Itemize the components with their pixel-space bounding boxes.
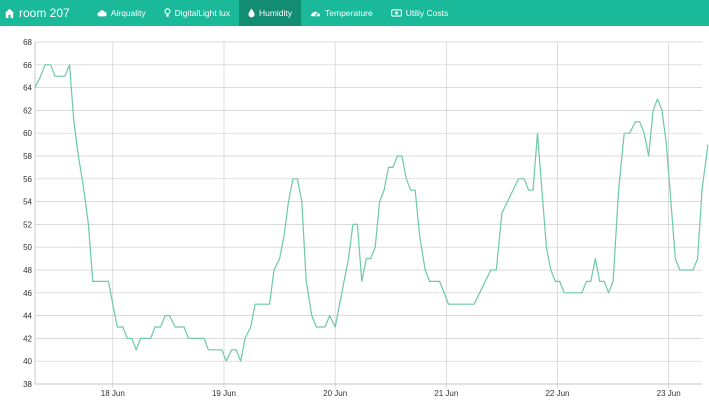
y-tick-label: 68 — [23, 38, 32, 47]
y-tick-label: 52 — [23, 220, 32, 229]
tab-utility-costs-label: Utiliy Costs — [405, 8, 449, 18]
x-tick-label: 19 Jun — [212, 389, 236, 398]
x-tick-label: 21 Jun — [434, 389, 458, 398]
y-tick-label: 42 — [23, 334, 32, 343]
home-icon — [4, 8, 15, 19]
y-tick-label: 48 — [23, 266, 32, 275]
tab-utility-costs[interactable]: Utiliy Costs — [382, 0, 458, 26]
y-tick-label: 66 — [23, 61, 32, 70]
y-tick-label: 60 — [23, 129, 32, 138]
droplet-icon — [248, 8, 255, 18]
y-tick-label: 62 — [23, 106, 32, 115]
y-tick-label: 50 — [23, 243, 32, 252]
humidity-chart: 38 40 42 44 46 48 50 52 54 56 58 60 62 64 66 68 18 Jun 19… — [0, 26, 709, 400]
x-tick-label: 18 Jun — [101, 389, 125, 398]
nav-tabs: Airquality DigitalLight lux Humidity — [88, 0, 458, 26]
tab-temperature[interactable]: Temperature — [301, 0, 382, 26]
humidity-line-chart: 38 40 42 44 46 48 50 52 54 56 58 60 62 64 66 68 18 Jun 19… — [23, 38, 709, 398]
x-tick-label: 22 Jun — [545, 389, 569, 398]
tab-humidity-label: Humidity — [258, 8, 293, 18]
y-tick-label: 56 — [23, 175, 32, 184]
x-tick-label: 20 Jun — [323, 389, 347, 398]
humidity-series-line — [34, 64, 709, 362]
money-icon — [390, 9, 402, 17]
y-tick-label: 44 — [23, 312, 32, 321]
y-tick-label: 64 — [23, 84, 32, 93]
tab-digitallight[interactable]: DigitalLight lux — [155, 0, 239, 26]
cloud-icon — [97, 9, 107, 17]
tab-airquality[interactable]: Airquality — [88, 0, 155, 26]
lightbulb-icon — [164, 8, 171, 18]
tab-humidity[interactable]: Humidity — [238, 0, 302, 26]
y-tick-label: 40 — [23, 357, 32, 366]
tab-temperature-label: Temperature — [325, 8, 373, 18]
gauge-icon — [310, 9, 321, 17]
brand[interactable]: room 207 — [0, 0, 88, 26]
brand-label: room 207 — [19, 6, 70, 20]
tab-digitallight-label: DigitalLight lux — [174, 8, 230, 18]
y-tick-label: 58 — [23, 152, 32, 161]
y-tick-label: 54 — [23, 198, 32, 207]
x-tick-label: 23 Jun — [657, 389, 681, 398]
top-navbar: room 207 Airquality DigitalLight lux — [0, 0, 709, 26]
tab-airquality-label: Airquality — [110, 8, 146, 18]
y-tick-label: 38 — [23, 380, 32, 389]
y-tick-label: 46 — [23, 289, 32, 298]
